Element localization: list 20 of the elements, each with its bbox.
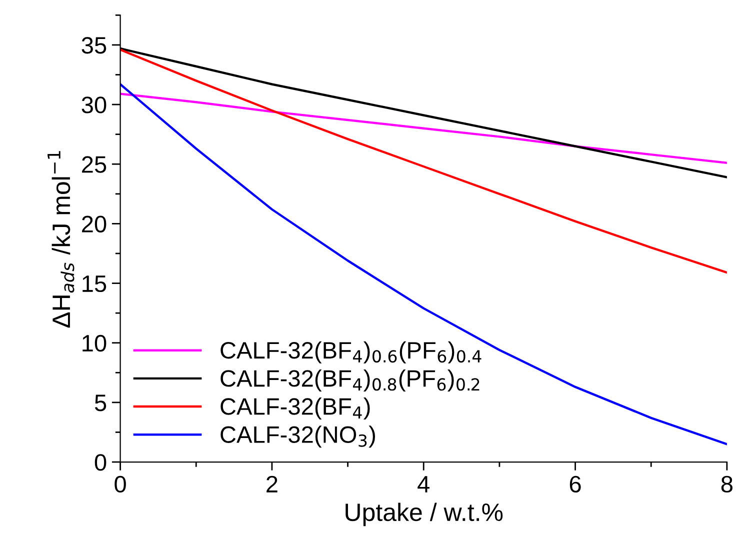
y-tick-label: 35 — [82, 37, 106, 54]
legend-label: CALF-32(BF$_{4}$)$_{0.6}$(PF$_{6}$)$_{0.4}$ — [220, 341, 482, 364]
line-series — [120, 92, 727, 164]
y-tick-label: 20 — [82, 216, 106, 232]
y-tick-label: 10 — [82, 334, 106, 352]
y-tick-label: 25 — [82, 156, 106, 173]
x-tick-label: 0 — [114, 476, 126, 493]
y-axis-title: ΔH$_{ads}$ /kJ mol$^{−1}$ — [48, 151, 74, 328]
y-tick-label: 5 — [94, 394, 106, 412]
legend-label: CALF-32(NO$_{3}$) — [220, 426, 376, 448]
y-tick-label: 0 — [94, 454, 106, 471]
x-axis-title: Uptake / w.t.% — [346, 502, 503, 526]
legend-label: CALF-32(BF$_{4}$)$_{0.8}$(PF$_{6}$)$_{0.2}$ — [220, 369, 480, 392]
x-tick-label: 8 — [721, 476, 732, 493]
x-tick-label: 2 — [266, 476, 278, 492]
x-tick-label: 6 — [570, 476, 581, 493]
x-tick-label: 4 — [418, 476, 430, 492]
legend-label: CALF-32(BF$_{4}$) — [220, 398, 370, 420]
y-tick-label: 30 — [82, 96, 106, 114]
y-tick-label: 15 — [82, 276, 106, 292]
